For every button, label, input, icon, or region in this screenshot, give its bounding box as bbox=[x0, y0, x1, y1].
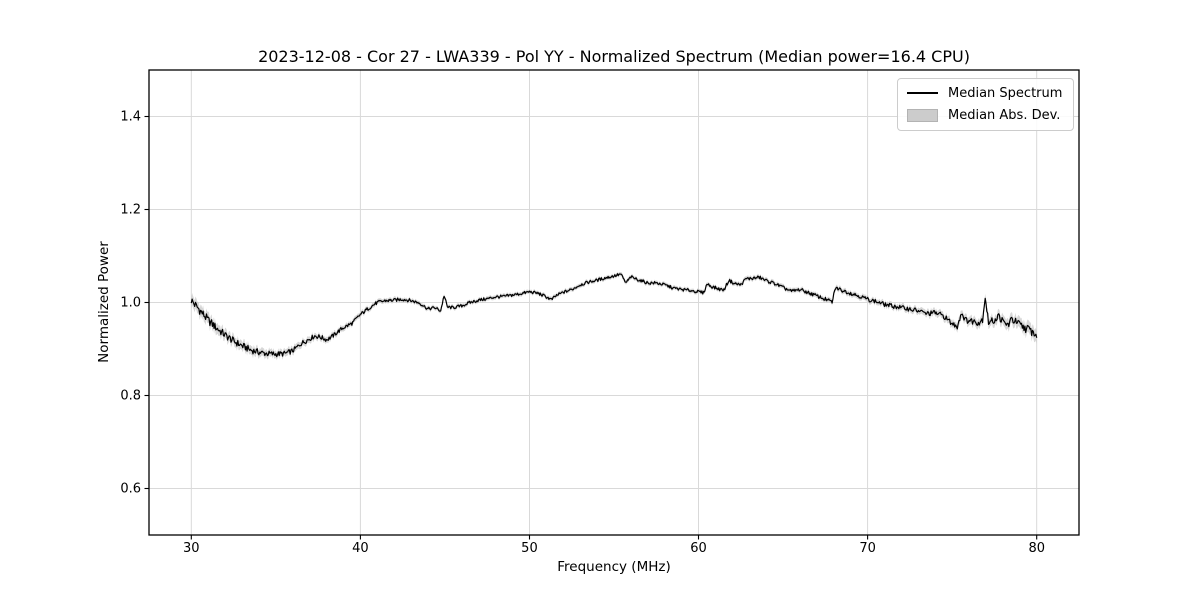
y-tick-label-0.6: 0.6 bbox=[120, 481, 141, 496]
y-tick-label-1.4: 1.4 bbox=[120, 109, 141, 124]
mad-band bbox=[191, 271, 1037, 361]
y-tick-label-1.0: 1.0 bbox=[120, 295, 141, 310]
legend-label-median-abs-dev: Median Abs. Dev. bbox=[948, 107, 1061, 123]
x-tick-label-50: 50 bbox=[521, 541, 538, 556]
legend-label-median-spectrum: Median Spectrum bbox=[948, 85, 1063, 101]
legend: Median Spectrum Median Abs. Dev. bbox=[897, 78, 1075, 131]
x-tick-label-80: 80 bbox=[1028, 541, 1045, 556]
legend-item-median-spectrum: Median Spectrum bbox=[907, 84, 1062, 102]
median-spectrum-line bbox=[190, 273, 1038, 358]
x-tick-label-40: 40 bbox=[352, 541, 369, 556]
legend-item-median-abs-dev: Median Abs. Dev. bbox=[907, 106, 1062, 124]
x-tick-label-70: 70 bbox=[859, 541, 876, 556]
median-abs-dev-patch-swatch-icon bbox=[907, 108, 938, 122]
y-tick-label-1.2: 1.2 bbox=[120, 202, 141, 217]
x-tick-label-30: 30 bbox=[182, 541, 200, 556]
median-spectrum-line-swatch-icon bbox=[907, 92, 938, 94]
y-tick-label-0.8: 0.8 bbox=[120, 388, 141, 403]
chart-title: 2023-12-08 - Cor 27 - LWA339 - Pol YY - … bbox=[258, 47, 970, 66]
x-axis-label: Frequency (MHz) bbox=[557, 559, 671, 575]
y-axis-label: Normalized Power bbox=[96, 241, 112, 363]
x-tick-label-60: 60 bbox=[690, 541, 707, 556]
